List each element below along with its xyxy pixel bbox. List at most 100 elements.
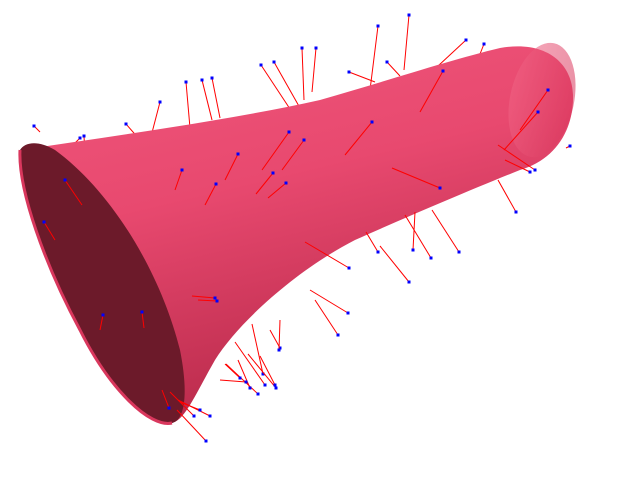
- normal-endpoint: [215, 299, 219, 303]
- normal-endpoint: [278, 346, 282, 350]
- normal-vector: [161, 389, 171, 410]
- normal-line: [311, 47, 317, 93]
- normal-endpoint: [370, 120, 374, 124]
- normal-vector: [200, 78, 213, 121]
- normal-line: [255, 172, 274, 195]
- normal-endpoint: [300, 46, 304, 50]
- normal-line: [99, 314, 104, 331]
- normal-endpoint: [101, 313, 105, 317]
- normal-line: [301, 47, 305, 101]
- normal-vector: [251, 323, 265, 376]
- normal-line: [224, 363, 241, 379]
- normal-endpoint: [514, 210, 518, 214]
- normal-endpoint: [236, 152, 240, 156]
- normal-vector: [32, 124, 41, 133]
- normal-vector: [259, 355, 277, 387]
- normal-endpoint: [385, 60, 389, 64]
- normal-vector: [281, 138, 306, 171]
- normal-endpoint: [347, 70, 351, 74]
- normal-vector: [272, 60, 301, 109]
- normal-line: [391, 167, 441, 189]
- normal-vector: [255, 171, 275, 195]
- normal-vector: [42, 220, 56, 241]
- normal-endpoint: [568, 144, 572, 148]
- normal-line: [504, 159, 531, 173]
- normal-endpoint: [336, 333, 340, 337]
- normal-endpoint: [347, 266, 351, 270]
- normal-line: [365, 231, 379, 253]
- normal-line: [204, 183, 217, 206]
- normal-vector: [314, 299, 340, 337]
- normal-vector: [210, 76, 221, 119]
- normal-endpoint: [287, 130, 291, 134]
- normal-line: [309, 289, 349, 314]
- normal-vector: [63, 178, 83, 206]
- normal-line: [404, 214, 432, 259]
- normal-line: [259, 355, 276, 386]
- normal-line: [234, 341, 266, 386]
- normal-vector: [99, 313, 105, 331]
- normal-line: [261, 131, 290, 171]
- normal-line: [247, 353, 277, 389]
- normal-endpoint: [42, 220, 46, 224]
- normal-endpoint: [261, 372, 265, 376]
- flared-tube-surface: [18, 42, 576, 425]
- normal-vector: [304, 241, 351, 270]
- tube-rim-highlight: [18, 149, 173, 425]
- normal-endpoint: [213, 296, 217, 300]
- normal-endpoint: [140, 310, 144, 314]
- normal-endpoint: [277, 348, 281, 352]
- normal-vector: [419, 69, 445, 113]
- normal-line: [219, 379, 247, 383]
- normal-endpoint: [546, 88, 550, 92]
- normal-endpoint: [204, 439, 208, 443]
- normal-vector: [269, 329, 282, 350]
- normal-vector: [437, 38, 468, 67]
- normal-vector: [261, 130, 291, 171]
- normal-endpoint: [200, 78, 204, 82]
- normal-vector: [191, 295, 217, 300]
- normal-line: [64, 179, 83, 206]
- normal-endpoint: [259, 63, 263, 67]
- normal-vector: [169, 391, 196, 418]
- normal-endpoint: [429, 256, 433, 260]
- normal-endpoint: [407, 13, 411, 17]
- normal-endpoint: [274, 386, 278, 390]
- normal-line: [141, 311, 145, 329]
- normal-endpoint: [346, 311, 350, 315]
- normal-vector: [140, 310, 145, 329]
- normal-endpoint: [273, 383, 277, 387]
- normal-vector: [504, 159, 532, 174]
- normal-vector: [219, 379, 248, 384]
- normal-endpoint: [256, 392, 260, 396]
- normal-vector: [565, 144, 572, 149]
- normal-endpoint: [441, 69, 445, 73]
- normal-vector: [176, 409, 208, 443]
- normal-endpoint: [302, 138, 306, 142]
- normal-endpoint: [167, 406, 171, 410]
- normal-endpoint: [238, 376, 242, 380]
- tube-narrow-end-cap: [508, 42, 576, 158]
- normal-line: [348, 71, 376, 83]
- normal-endpoint: [184, 80, 188, 84]
- normal-vector: [174, 168, 184, 191]
- normal-vector: [431, 209, 461, 254]
- normal-vector: [247, 353, 278, 390]
- normal-vector: [277, 319, 281, 352]
- normal-line: [191, 295, 216, 299]
- normal-line: [344, 121, 373, 156]
- normal-vector: [369, 24, 380, 91]
- normal-endpoint: [482, 42, 486, 46]
- normal-endpoint: [78, 136, 82, 140]
- normal-vector: [497, 144, 537, 172]
- normal-line: [174, 169, 183, 191]
- normal-line: [179, 401, 201, 411]
- normal-line: [273, 61, 301, 109]
- normal-line: [386, 61, 401, 77]
- normal-line: [278, 319, 281, 351]
- normal-vector: [391, 167, 442, 190]
- normal-endpoint: [536, 110, 540, 114]
- normal-endpoint: [32, 124, 36, 128]
- normal-vector: [237, 359, 252, 390]
- normal-vector: [365, 231, 380, 254]
